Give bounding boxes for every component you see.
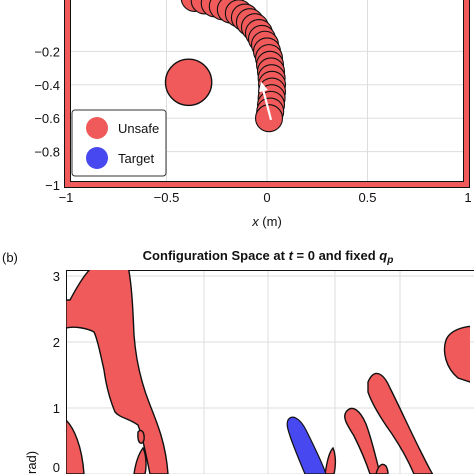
- unsafe-region-2: [66, 419, 85, 474]
- legend: Unsafe Target: [71, 109, 167, 177]
- panel-b: (b) Configuration Space at t = 0 and fix…: [2, 248, 474, 474]
- unsafe-region-7: [367, 372, 434, 474]
- panel-a-x-tick-label: −0.5: [154, 190, 180, 205]
- workspace-boundary-inner: [70, 0, 464, 182]
- unsafe-region-5: [324, 446, 337, 474]
- panel-b-y-tick-label: 2: [53, 335, 60, 350]
- heading-arrowhead: [259, 81, 268, 93]
- legend-target-label: Target: [118, 151, 155, 166]
- unsafe-region-8: [443, 325, 470, 383]
- panel-a-x-label: x (m): [251, 214, 282, 229]
- legend-target-marker: [86, 147, 108, 169]
- panel-a-x-ticks: −1 −0.5 0 0.5 1: [59, 190, 472, 205]
- panel-a-y-ticks: −0.2 −0.4 −0.6 −0.8 −1: [34, 44, 60, 193]
- panel-a-y-tick-label: −0.6: [34, 111, 60, 126]
- panel-a-x-tick-label: 1: [464, 190, 471, 205]
- panel-a-y-tick-label: −0.8: [34, 145, 60, 160]
- robot-trajectory: [180, 0, 287, 133]
- unsafe-region-4: [137, 429, 145, 444]
- unsafe-region-3: [133, 446, 147, 474]
- unsafe-region-6: [344, 407, 381, 474]
- unsafe-obstacle: [164, 58, 213, 107]
- legend-unsafe-label: Unsafe: [118, 121, 159, 136]
- panel-b-y-tick-label: 3: [53, 269, 60, 284]
- panel-a: −1 −0.5 0 0.5 1 −0.2 −0.4 −0.6 −0.8 −1 x (m) Uns…: [34, 0, 472, 229]
- panel-b-label: (b): [2, 250, 18, 265]
- workspace-boundary: [64, 0, 470, 188]
- panel-a-y-tick-label: −0.2: [34, 44, 60, 59]
- panel-a-x-tick-label: 0: [263, 190, 270, 205]
- legend-unsafe-marker: [86, 117, 108, 139]
- panel-b-regions: [66, 270, 470, 474]
- legend-box: [71, 109, 167, 177]
- heading-arrow: [261, 87, 273, 121]
- panel-b-y-ticks: 3 2 1 0: [53, 269, 60, 474]
- panel-a-y-tick-label: −1: [45, 178, 60, 193]
- panel-b-title: Configuration Space at t = 0 and fixed q…: [143, 248, 394, 266]
- workspace-boundary-outline: [64, 0, 470, 188]
- panel-a-x-tick-label: 0.5: [358, 190, 376, 205]
- panel-a-y-tick-label: −0.4: [34, 78, 60, 93]
- unsafe-region-1: [66, 270, 169, 474]
- panel-a-x-tick-label: −1: [59, 190, 74, 205]
- panel-b-y-tick-label: 1: [53, 401, 60, 416]
- panel-b-y-tick-label: 0: [53, 460, 60, 474]
- panel-b-y-label: rad): [24, 451, 39, 474]
- target-region: [286, 416, 327, 474]
- robot-pose-circle: [254, 104, 284, 133]
